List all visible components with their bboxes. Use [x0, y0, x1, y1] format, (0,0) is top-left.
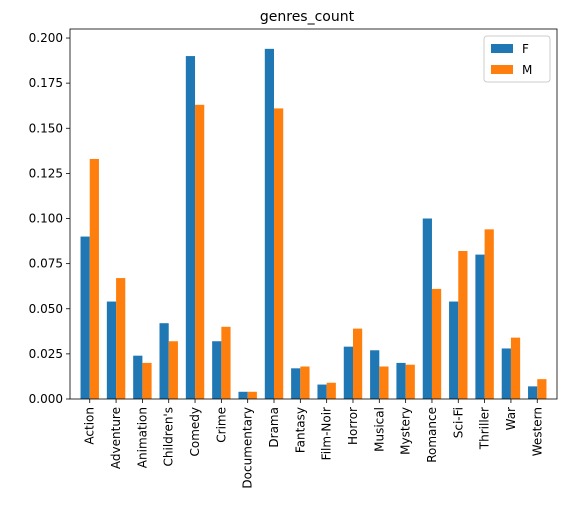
bar-F-war	[501, 348, 511, 399]
y-tick-label: 0.150	[29, 121, 63, 135]
bars-group	[80, 48, 547, 400]
bar-M-sci-fi	[458, 251, 468, 399]
bar-F-crime	[212, 341, 222, 399]
x-tick-label: Children's	[162, 407, 176, 466]
bar-F-thriller	[475, 254, 485, 399]
y-tick-label: 0.000	[29, 392, 63, 406]
bar-F-sci-fi	[449, 301, 459, 399]
bar-F-musical	[370, 350, 380, 399]
bar-F-horror	[343, 346, 353, 399]
legend-label-M: M	[522, 63, 532, 77]
bar-M-documentary	[247, 391, 257, 399]
bar-F-adventure	[106, 301, 117, 399]
bar-M-crime	[221, 326, 231, 399]
y-tick-label: 0.050	[29, 302, 63, 316]
x-tick-label: Thriller	[478, 407, 492, 450]
bar-M-drama	[274, 108, 284, 399]
bar-M-animation	[142, 362, 152, 399]
bar-M-horror	[352, 328, 363, 399]
x-tick-label: Horror	[346, 407, 360, 445]
x-tick-label: Adventure	[109, 407, 123, 469]
bar-M-mystery	[405, 364, 415, 399]
plot-frame	[69, 28, 558, 400]
bar-M-romance	[431, 288, 442, 399]
bar-M-western	[537, 379, 547, 399]
bar-F-romance	[422, 218, 432, 399]
y-tick-label: 0.200	[29, 31, 63, 45]
y-tick-label: 0.075	[29, 257, 63, 271]
x-tick-label: Comedy	[188, 407, 202, 457]
bar-M-film-noir	[326, 382, 336, 399]
legend-swatch-M	[491, 65, 513, 74]
x-tick-label: Documentary	[241, 407, 255, 489]
bar-F-drama	[264, 48, 275, 399]
bar-M-fantasy	[300, 366, 310, 399]
legend-label-F: F	[522, 42, 529, 56]
x-tick-label: Mystery	[399, 407, 413, 455]
y-tick-label: 0.125	[29, 166, 63, 180]
bar-F-documentary	[238, 391, 248, 399]
bar-M-children-s	[168, 341, 178, 399]
bar-F-children-s	[159, 323, 169, 399]
x-tick-label: Western	[530, 407, 544, 456]
x-tick-label: Fantasy	[293, 407, 307, 453]
bar-F-comedy	[185, 56, 196, 399]
x-tick-label: Animation	[135, 407, 149, 468]
legend-swatch-F	[491, 44, 513, 53]
x-tick-label: Musical	[372, 407, 386, 452]
y-tick-label: 0.175	[29, 76, 63, 90]
x-tick-label: Action	[83, 407, 97, 445]
bar-M-musical	[379, 366, 389, 399]
x-tick-label: War	[504, 407, 518, 430]
y-tick-label: 0.100	[29, 212, 63, 226]
y-tick-label: 0.025	[29, 347, 63, 361]
x-tick-label: Romance	[425, 407, 439, 463]
bar-F-mystery	[396, 362, 406, 399]
bar-M-action	[89, 158, 99, 399]
bar-F-animation	[133, 355, 143, 399]
x-tick-label: Film-Noir	[320, 407, 334, 460]
bar-M-adventure	[116, 278, 126, 399]
x-tick-label: Drama	[267, 407, 281, 448]
bar-F-action	[80, 236, 90, 399]
bar-M-thriller	[484, 229, 494, 399]
bar-F-fantasy	[291, 368, 301, 399]
bar-F-film-noir	[317, 384, 327, 399]
legend-box	[483, 35, 551, 83]
axes-group: 0.000 0.025 0.050 0.075 0.100 0.125 0.150 0.175…	[29, 28, 558, 489]
x-tick-label: Crime	[214, 407, 228, 443]
bar-M-war	[510, 337, 521, 399]
chart-title: genres_count	[260, 9, 355, 25]
bar-M-comedy	[195, 104, 205, 400]
bar-F-western	[528, 386, 538, 399]
x-tick-label: Sci-Fi	[451, 407, 465, 438]
legend: FM	[483, 35, 551, 83]
